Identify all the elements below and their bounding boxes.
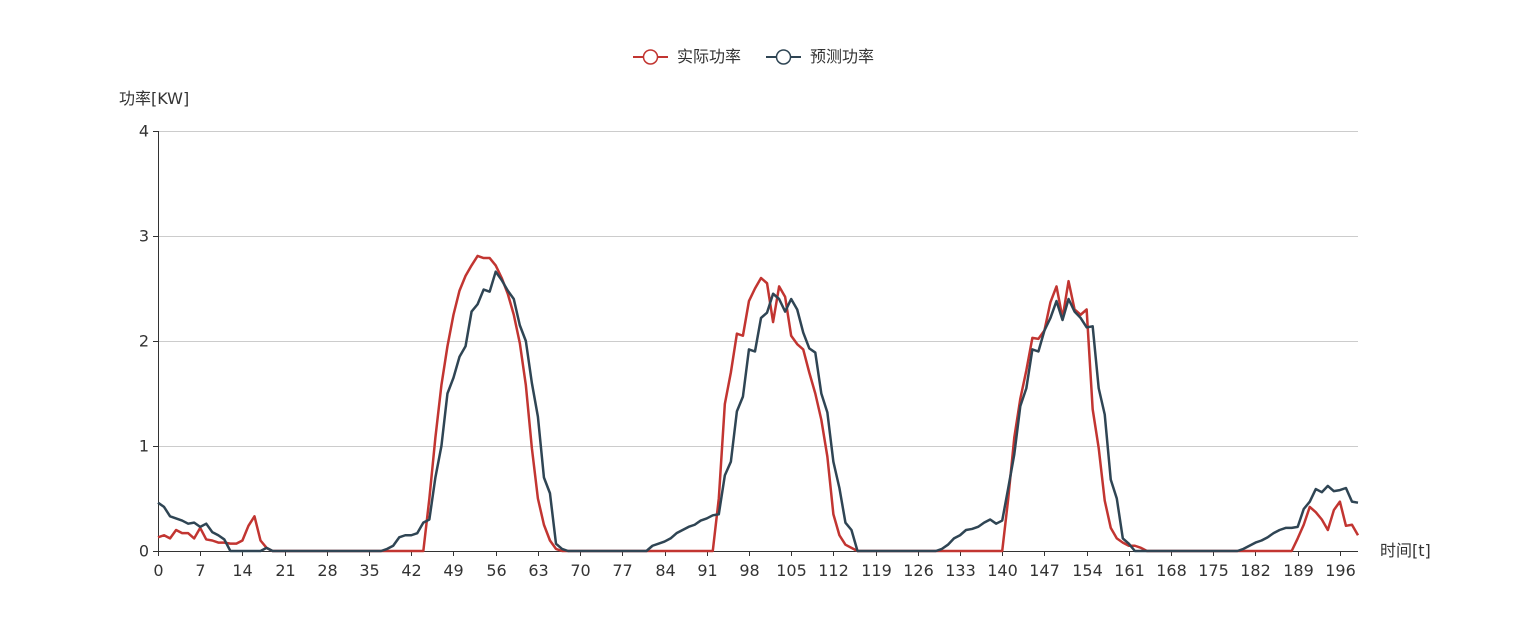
series-line-0: [157, 254, 1360, 553]
x-tick-label-5: 35: [359, 561, 379, 580]
legend-item-actual[interactable]: 实际功率: [633, 47, 741, 66]
x-tick-label-22: 154: [1072, 561, 1103, 580]
y-tick-label-2: 2: [139, 332, 149, 351]
legend-actual-label: 实际功率: [677, 47, 741, 66]
x-axis-title: 时间[t]: [1380, 541, 1431, 560]
x-tick-label-15: 105: [776, 561, 807, 580]
x-tick-label-27: 189: [1283, 561, 1314, 580]
y-tick-label-4: 4: [139, 122, 149, 141]
x-tick-label-6: 42: [401, 561, 421, 580]
legend-predicted-circle-icon: [775, 49, 792, 65]
x-tick-label-9: 63: [528, 561, 548, 580]
legend[interactable]: 实际功率 预测功率: [633, 47, 874, 66]
y-tick-label-3: 3: [139, 227, 149, 246]
x-tick-label-16: 112: [818, 561, 849, 580]
x-tick-label-4: 28: [317, 561, 337, 580]
x-tick-label-8: 56: [486, 561, 506, 580]
x-tick-label-11: 77: [612, 561, 632, 580]
y-axis-ticks: 0 1 2 3 4: [139, 122, 158, 561]
series-lines: [157, 254, 1360, 553]
x-tick-label-12: 84: [655, 561, 675, 580]
x-tick-label-3: 21: [275, 561, 295, 580]
x-tick-label-21: 147: [1029, 561, 1060, 580]
x-tick-label-2: 14: [232, 561, 252, 580]
x-tick-label-25: 175: [1198, 561, 1229, 580]
x-tick-label-1: 7: [195, 561, 205, 580]
x-tick-label-19: 133: [945, 561, 976, 580]
x-axis-ticks: 0 7 14 21 28 35 42 49 56 63 70 77 84 91 98 105 112 119 126…: [153, 551, 1356, 580]
x-tick-label-14: 98: [739, 561, 759, 580]
x-tick-label-28: 196: [1325, 561, 1356, 580]
x-tick-label-13: 91: [697, 561, 717, 580]
x-tick-label-23: 161: [1114, 561, 1145, 580]
x-tick-label-20: 140: [987, 561, 1018, 580]
x-tick-label-7: 49: [443, 561, 463, 580]
x-tick-label-0: 0: [153, 561, 163, 580]
x-tick-label-24: 168: [1156, 561, 1187, 580]
grid-lines: [158, 131, 1358, 447]
x-tick-label-26: 182: [1240, 561, 1271, 580]
y-tick-label-0: 0: [139, 542, 149, 561]
series-line-1: [157, 270, 1359, 553]
legend-actual-circle-icon: [642, 49, 659, 65]
x-tick-label-10: 70: [570, 561, 590, 580]
legend-item-predicted[interactable]: 预测功率: [766, 47, 874, 66]
x-tick-label-18: 126: [903, 561, 934, 580]
legend-predicted-label: 预测功率: [810, 47, 874, 66]
y-axis-title: 功率[KW]: [119, 89, 189, 108]
y-tick-label-1: 1: [139, 437, 149, 456]
x-tick-label-17: 119: [861, 561, 892, 580]
